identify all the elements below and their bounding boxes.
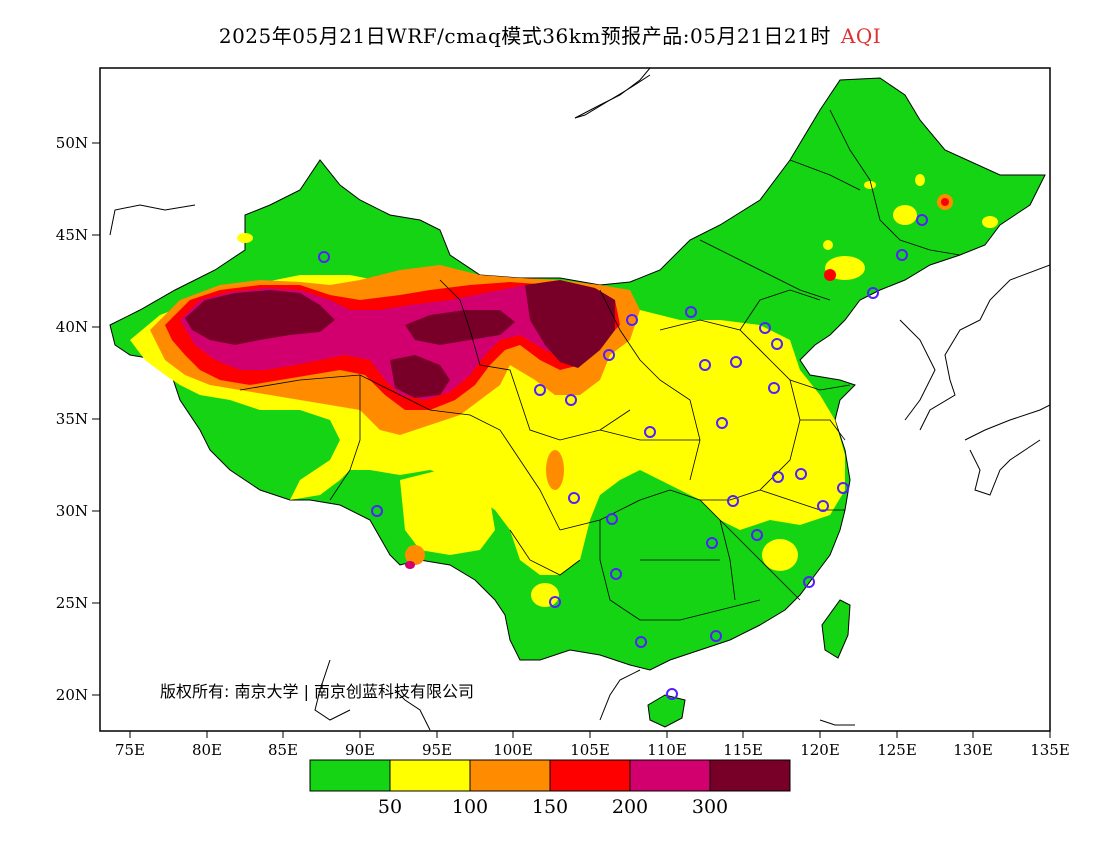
- aqi-zone-hazardous-west: [185, 290, 335, 345]
- aqi-spot: [405, 561, 415, 569]
- colorbar-swatch: [629, 759, 711, 792]
- map-frame: [99, 67, 1051, 732]
- aqi-spot: [762, 539, 798, 571]
- station-markers: [318, 214, 928, 700]
- aqi-spot: [405, 545, 425, 565]
- station-circle-icon: [710, 630, 722, 642]
- lon-label: 90E: [345, 741, 375, 759]
- station-circle-icon: [626, 314, 638, 326]
- station-circle-icon: [699, 359, 711, 371]
- station-circle-icon: [534, 384, 546, 396]
- aqi-zone-moderate-southwest: [400, 470, 495, 555]
- station-circle-icon: [549, 596, 561, 608]
- station-circle-icon: [817, 500, 829, 512]
- station-circle-icon: [371, 505, 383, 517]
- station-circle-icon: [644, 426, 656, 438]
- lat-label: 35N: [56, 410, 88, 428]
- aqi-spot: [915, 174, 925, 186]
- map-area: 版权所有: 南京大学 | 南京创蓝科技有限公司: [109, 68, 1050, 731]
- aqi-spot: [237, 233, 253, 243]
- lon-label: 130E: [953, 741, 993, 759]
- hainan-island: [647, 694, 686, 728]
- station-circle-icon: [867, 287, 879, 299]
- station-circle-icon: [568, 492, 580, 504]
- aqi-spot: [546, 450, 564, 490]
- title-main: 2025年05月21日WRF/cmaq模式36km预报产品:05月21日21时: [218, 24, 831, 48]
- lon-label: 110E: [647, 741, 687, 759]
- station-circle-icon: [751, 529, 763, 541]
- station-circle-icon: [759, 322, 771, 334]
- lon-label: 125E: [877, 741, 917, 759]
- colorbar-label: 50: [378, 796, 402, 818]
- station-circle-icon: [606, 513, 618, 525]
- colorbar-swatch: [469, 759, 551, 792]
- station-circle-icon: [706, 537, 718, 549]
- station-circle-icon: [768, 382, 780, 394]
- lon-label: 75E: [115, 741, 145, 759]
- aqi-spot: [824, 269, 836, 281]
- station-circle-icon: [803, 576, 815, 588]
- lat-label: 50N: [56, 134, 88, 152]
- station-circle-icon: [795, 468, 807, 480]
- colorbar-label: 200: [612, 796, 648, 818]
- station-circle-icon: [666, 688, 678, 700]
- station-circle-icon: [727, 495, 739, 507]
- lat-label: 45N: [56, 226, 88, 244]
- aqi-spot: [823, 240, 833, 250]
- lon-label: 135E: [1030, 741, 1070, 759]
- station-circle-icon: [610, 568, 622, 580]
- map-title: 2025年05月21日WRF/cmaq模式36km预报产品:05月21日21时 A…: [0, 20, 1100, 49]
- lat-label: 40N: [56, 318, 88, 336]
- colorbar-label: 300: [692, 796, 728, 818]
- colorbar-swatch: [309, 759, 391, 792]
- aqi-spot: [941, 198, 949, 206]
- coastlines: [109, 68, 1050, 731]
- lon-axis: [129, 731, 1051, 738]
- lat-label: 25N: [56, 594, 88, 612]
- colorbar: 50 100 150 200 300: [309, 759, 791, 818]
- lat-axis: [92, 142, 100, 696]
- lon-label: 105E: [570, 741, 610, 759]
- station-circle-icon: [896, 249, 908, 261]
- lon-label: 80E: [192, 741, 222, 759]
- lon-label: 100E: [493, 741, 533, 759]
- taiwan-island: [821, 599, 851, 659]
- station-circle-icon: [565, 394, 577, 406]
- aqi-spot: [982, 216, 998, 228]
- copyright-text: 版权所有: 南京大学 | 南京创蓝科技有限公司: [160, 682, 474, 701]
- colorbar-label: 150: [532, 796, 568, 818]
- station-circle-icon: [771, 338, 783, 350]
- colorbar-swatch: [709, 759, 791, 792]
- station-circle-icon: [916, 214, 928, 226]
- station-circle-icon: [318, 251, 330, 263]
- aqi-zone-hazardous-south: [390, 355, 450, 398]
- colorbar-swatch: [549, 759, 631, 792]
- station-circle-icon: [716, 417, 728, 429]
- lon-label: 85E: [268, 741, 298, 759]
- aqi-spot: [531, 583, 559, 607]
- lon-labels: 75E 80E 85E 90E 95E 100E 105E 110E 115E …: [115, 741, 1070, 759]
- station-circle-icon: [603, 349, 615, 361]
- title-variable: AQI: [840, 24, 882, 48]
- aqi-spot: [893, 205, 917, 225]
- province-boundaries: [239, 109, 961, 621]
- lon-label: 95E: [422, 741, 452, 759]
- aqi-zone-hazardous-central: [405, 310, 515, 345]
- lat-labels: 50N 45N 40N 35N 30N 25N 20N: [56, 134, 88, 704]
- lat-label: 30N: [56, 502, 88, 520]
- lon-label: 115E: [723, 741, 763, 759]
- station-circle-icon: [837, 482, 849, 494]
- station-circle-icon: [772, 471, 784, 483]
- station-circle-icon: [635, 636, 647, 648]
- colorbar-label: 100: [452, 796, 488, 818]
- station-circle-icon: [685, 306, 697, 318]
- colorbar-swatch: [389, 759, 471, 792]
- lat-label: 20N: [56, 686, 88, 704]
- aqi-spot: [864, 181, 876, 189]
- lon-label: 120E: [800, 741, 840, 759]
- aqi-zone-hazardous-east: [525, 280, 615, 368]
- station-circle-icon: [730, 356, 742, 368]
